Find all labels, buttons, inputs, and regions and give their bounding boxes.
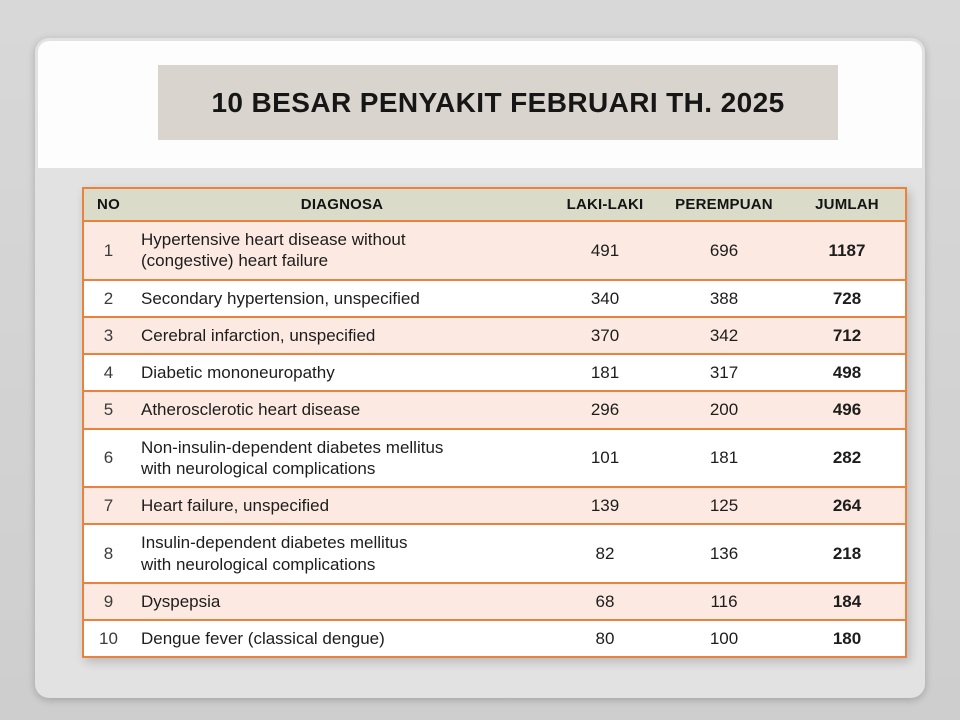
table-body: 1 Hypertensive heart disease without (con… bbox=[83, 221, 906, 659]
laki-laki-cell: 68 bbox=[551, 582, 659, 622]
header-jumlah: JUMLAH bbox=[789, 188, 906, 222]
perempuan-cell: 125 bbox=[659, 487, 789, 526]
title-box: 10 BESAR PENYAKIT FEBRUARI TH. 2025 bbox=[158, 65, 838, 140]
perempuan-cell: 181 bbox=[659, 428, 789, 488]
diagnosa-cell: Atherosclerotic heart disease bbox=[133, 391, 551, 430]
jumlah-cell: 498 bbox=[789, 354, 906, 393]
jumlah-cell: 264 bbox=[789, 487, 906, 526]
laki-laki-cell: 101 bbox=[551, 428, 659, 488]
perempuan-cell: 136 bbox=[659, 524, 789, 584]
laki-laki-cell: 491 bbox=[551, 221, 659, 281]
disease-table: NO DIAGNOSA LAKI-LAKI PEREMPUAN JUMLAH 1… bbox=[82, 187, 907, 659]
row-number: 5 bbox=[83, 391, 133, 430]
jumlah-cell: 496 bbox=[789, 391, 906, 430]
table-row: 2 Secondary hypertension, unspecified 340 3… bbox=[83, 279, 906, 318]
table-row: 7 Heart failure, unspecified 139 125 264 bbox=[83, 487, 906, 526]
perempuan-cell: 696 bbox=[659, 221, 789, 281]
table-row: 3 Cerebral infarction, unspecified 370 342 7… bbox=[83, 316, 906, 356]
disease-table-container: NO DIAGNOSA LAKI-LAKI PEREMPUAN JUMLAH 1… bbox=[82, 187, 907, 659]
slide-canvas: 10 BESAR PENYAKIT FEBRUARI TH. 2025 NO D… bbox=[35, 38, 925, 698]
diagnosa-cell: Non-insulin-dependent diabetes mellitus … bbox=[133, 428, 551, 488]
title-band: 10 BESAR PENYAKIT FEBRUARI TH. 2025 bbox=[38, 41, 922, 168]
perempuan-cell: 200 bbox=[659, 391, 789, 430]
laki-laki-cell: 296 bbox=[551, 391, 659, 430]
perempuan-cell: 342 bbox=[659, 316, 789, 356]
jumlah-cell: 712 bbox=[789, 316, 906, 356]
jumlah-cell: 282 bbox=[789, 428, 906, 488]
jumlah-cell: 1187 bbox=[789, 221, 906, 281]
perempuan-cell: 116 bbox=[659, 582, 789, 622]
diagnosa-cell: Dengue fever (classical dengue) bbox=[133, 620, 551, 659]
row-number: 4 bbox=[83, 354, 133, 393]
row-number: 10 bbox=[83, 620, 133, 659]
table-row: 8 Insulin-dependent diabetes mellitus wit… bbox=[83, 524, 906, 584]
diagnosa-cell: Cerebral infarction, unspecified bbox=[133, 316, 551, 356]
row-number: 3 bbox=[83, 316, 133, 356]
diagnosa-cell: Dyspepsia bbox=[133, 582, 551, 622]
row-number: 1 bbox=[83, 221, 133, 281]
table-row: 9 Dyspepsia 68 116 184 bbox=[83, 582, 906, 622]
jumlah-cell: 180 bbox=[789, 620, 906, 659]
laki-laki-cell: 80 bbox=[551, 620, 659, 659]
perempuan-cell: 388 bbox=[659, 279, 789, 318]
perempuan-cell: 317 bbox=[659, 354, 789, 393]
laki-laki-cell: 181 bbox=[551, 354, 659, 393]
header-laki-laki: LAKI-LAKI bbox=[551, 188, 659, 222]
row-number: 2 bbox=[83, 279, 133, 318]
table-row: 6 Non-insulin-dependent diabetes mellitus… bbox=[83, 428, 906, 488]
table-row: 10 Dengue fever (classical dengue) 80 100 18… bbox=[83, 620, 906, 659]
jumlah-cell: 184 bbox=[789, 582, 906, 622]
table-row: 1 Hypertensive heart disease without (con… bbox=[83, 221, 906, 281]
diagnosa-cell: Heart failure, unspecified bbox=[133, 487, 551, 526]
diagnosa-cell: Diabetic mononeuropathy bbox=[133, 354, 551, 393]
jumlah-cell: 218 bbox=[789, 524, 906, 584]
laki-laki-cell: 139 bbox=[551, 487, 659, 526]
table-row: 5 Atherosclerotic heart disease 296 200 496 bbox=[83, 391, 906, 430]
row-number: 8 bbox=[83, 524, 133, 584]
diagnosa-cell: Hypertensive heart disease without (cong… bbox=[133, 221, 551, 281]
laki-laki-cell: 370 bbox=[551, 316, 659, 356]
jumlah-cell: 728 bbox=[789, 279, 906, 318]
row-number: 6 bbox=[83, 428, 133, 488]
page-title: 10 BESAR PENYAKIT FEBRUARI TH. 2025 bbox=[211, 86, 785, 118]
header-perempuan: PEREMPUAN bbox=[659, 188, 789, 222]
header-diagnosa: DIAGNOSA bbox=[133, 188, 551, 222]
header-no: NO bbox=[83, 188, 133, 222]
row-number: 7 bbox=[83, 487, 133, 526]
diagnosa-cell: Secondary hypertension, unspecified bbox=[133, 279, 551, 318]
table-header-row: NO DIAGNOSA LAKI-LAKI PEREMPUAN JUMLAH bbox=[83, 188, 906, 222]
table-row: 4 Diabetic mononeuropathy 181 317 498 bbox=[83, 354, 906, 393]
laki-laki-cell: 82 bbox=[551, 524, 659, 584]
perempuan-cell: 100 bbox=[659, 620, 789, 659]
laki-laki-cell: 340 bbox=[551, 279, 659, 318]
diagnosa-cell: Insulin-dependent diabetes mellitus with… bbox=[133, 524, 551, 584]
row-number: 9 bbox=[83, 582, 133, 622]
